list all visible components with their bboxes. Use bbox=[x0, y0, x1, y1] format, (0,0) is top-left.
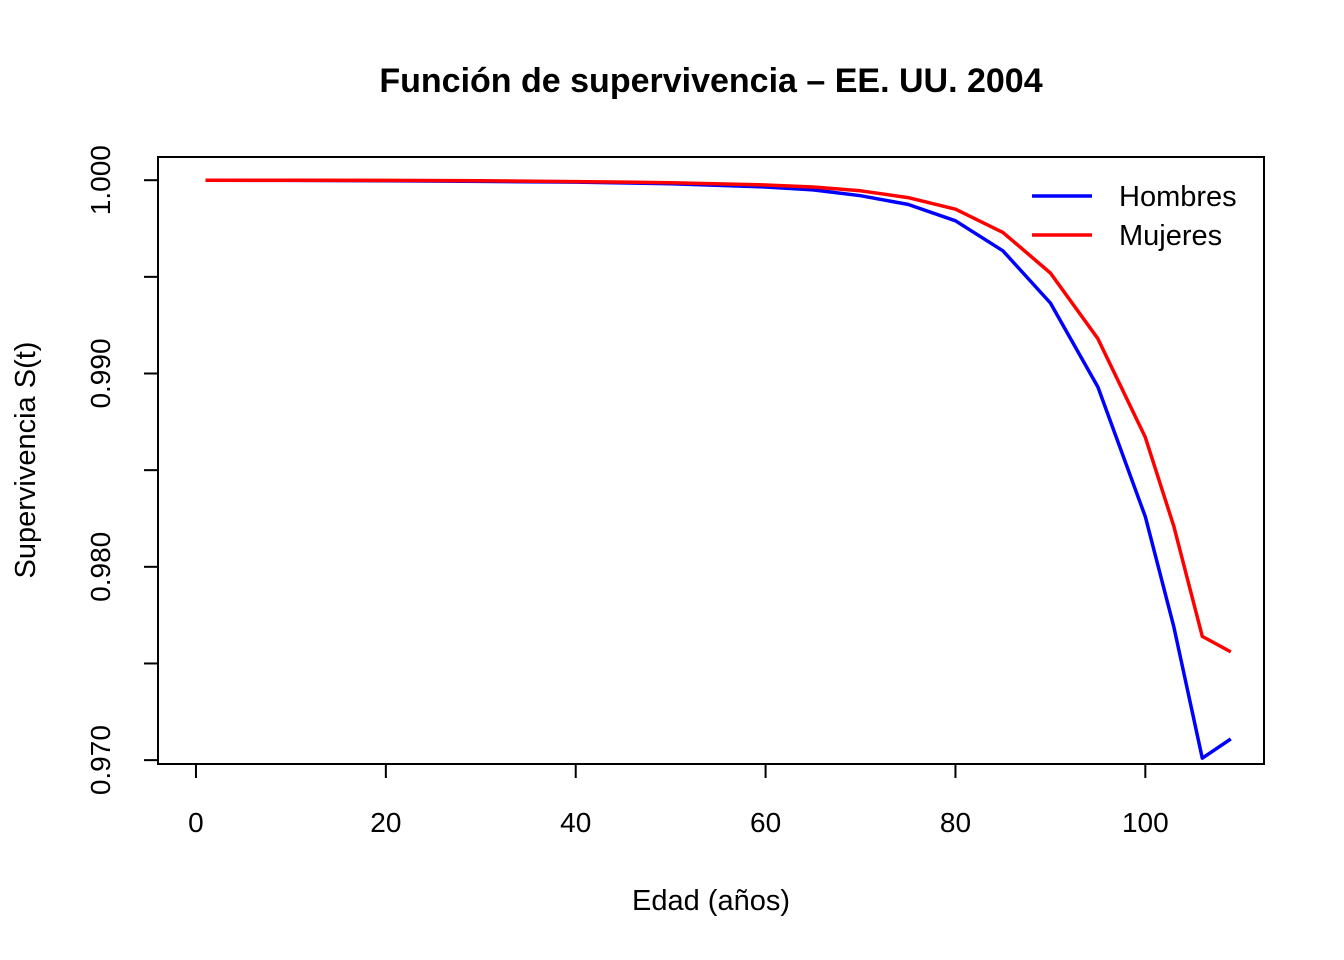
x-tick-label: 20 bbox=[370, 807, 401, 838]
y-tick-label: 0.980 bbox=[85, 532, 116, 602]
y-tick-label: 0.970 bbox=[85, 725, 116, 795]
y-axis-label: Supervivencia S(t) bbox=[10, 342, 42, 579]
series-lines bbox=[205, 178, 1232, 760]
y-axis: 0.970 0.980 0.990 1.000 bbox=[85, 145, 159, 795]
y-tick-label: 1.000 bbox=[85, 145, 116, 215]
x-tick-label: 60 bbox=[750, 807, 781, 838]
legend-label-mujeres: Mujeres bbox=[1119, 220, 1222, 252]
y-tick-label: 0.990 bbox=[85, 338, 116, 408]
legend: Hombres Mujeres bbox=[1032, 181, 1237, 252]
x-tick-label: 40 bbox=[560, 807, 591, 838]
plot-frame bbox=[157, 156, 1265, 765]
chart-title: Función de supervivencia – EE. UU. 2004 bbox=[379, 62, 1042, 100]
legend-label-hombres: Hombres bbox=[1119, 181, 1237, 213]
series-line-mujeres bbox=[205, 178, 1232, 654]
series-line-hombres bbox=[205, 178, 1232, 760]
x-axis: 0 20 40 60 80 100 bbox=[188, 763, 1169, 838]
x-tick-label: 0 bbox=[188, 807, 204, 838]
x-tick-label: 80 bbox=[940, 807, 971, 838]
x-axis-label: Edad (años) bbox=[632, 885, 790, 917]
x-tick-label: 100 bbox=[1122, 807, 1169, 838]
